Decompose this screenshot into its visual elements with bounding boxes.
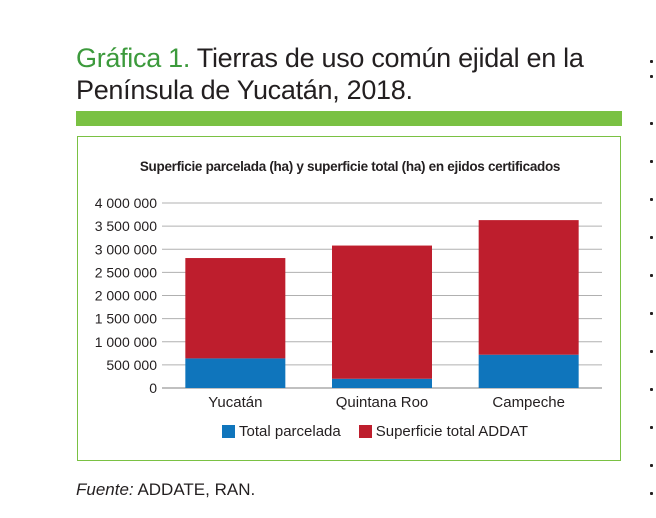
legend-label-parcelada: Total parcelada [239,423,341,440]
legend-swatch-total [358,425,372,438]
y-tick-label: 2 500 000 [95,264,157,280]
chart-title: Superficie parcelada (ha) y superficie t… [139,159,561,174]
bar-parcelada [478,354,579,388]
bar-total [332,245,432,379]
adjacent-column-marks [648,60,656,500]
bar-parcelada [185,358,286,388]
bar-total [185,258,286,359]
heading-divider [76,111,622,126]
y-tick-label: 3 500 000 [95,218,157,234]
x-tick-label: Yucatán [208,394,262,411]
source-text: ADDATE, RAN. [133,480,256,499]
chart-legend: Total parcelada Superficie total ADDAT [222,423,546,440]
y-tick-label: 1 500 000 [95,311,157,327]
source-note: Fuente: ADDATE, RAN. [76,480,255,500]
y-tick-label: 4 000 000 [95,195,157,211]
heading-label: Gráfica 1. [76,43,191,73]
chart-frame: Superficie parcelada (ha) y superficie t… [77,136,621,461]
chart-heading: Gráfica 1. Tierras de uso común ejidal e… [76,42,636,106]
bar-total [478,220,579,355]
heading-text: Tierras de uso común ejidal en la Peníns… [76,43,584,105]
legend-item-parcelada: Total parcelada [222,423,341,440]
bar-parcelada [332,378,432,388]
source-label: Fuente: [76,480,134,499]
y-tick-label: 0 [149,380,157,396]
legend-item-total: Superficie total ADDAT [358,423,529,440]
x-tick-label: Campeche [492,394,565,411]
legend-label-total: Superficie total ADDAT [375,423,529,440]
y-tick-label: 3 000 000 [95,241,157,257]
x-tick-label: Quintana Roo [336,394,429,411]
y-tick-label: 500 000 [106,357,157,373]
y-tick-label: 2 000 000 [95,288,157,304]
bar-chart: 0 500 000 1 000 000 1 500 000 2 000 000 2 500… [95,195,602,411]
y-tick-label: 1 000 000 [95,334,157,350]
legend-swatch-parcelada [222,425,235,438]
